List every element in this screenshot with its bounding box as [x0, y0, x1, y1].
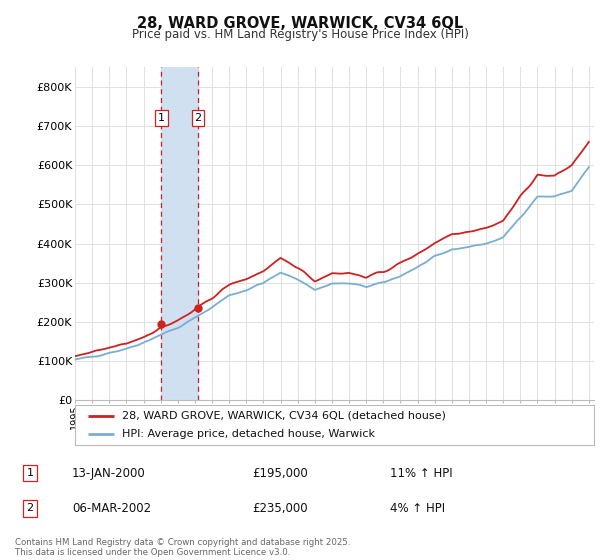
Text: 28, WARD GROVE, WARWICK, CV34 6QL (detached house): 28, WARD GROVE, WARWICK, CV34 6QL (detac…	[122, 411, 446, 421]
Text: 1: 1	[158, 113, 165, 123]
Bar	[161, 67, 198, 400]
Text: Price paid vs. HM Land Registry's House Price Index (HPI): Price paid vs. HM Land Registry's House …	[131, 28, 469, 41]
Text: 2: 2	[26, 503, 34, 514]
Text: £195,000: £195,000	[252, 466, 308, 480]
Text: 1: 1	[26, 468, 34, 478]
Text: 13-JAN-2000: 13-JAN-2000	[72, 466, 146, 480]
Text: Contains HM Land Registry data © Crown copyright and database right 2025.
This d: Contains HM Land Registry data © Crown c…	[15, 538, 350, 557]
Text: £235,000: £235,000	[252, 502, 308, 515]
Text: HPI: Average price, detached house, Warwick: HPI: Average price, detached house, Warw…	[122, 430, 375, 439]
Text: 4% ↑ HPI: 4% ↑ HPI	[390, 502, 445, 515]
Text: 28, WARD GROVE, WARWICK, CV34 6QL: 28, WARD GROVE, WARWICK, CV34 6QL	[137, 16, 463, 31]
Text: 11% ↑ HPI: 11% ↑ HPI	[390, 466, 452, 480]
Text: 06-MAR-2002: 06-MAR-2002	[72, 502, 151, 515]
Text: 2: 2	[194, 113, 202, 123]
